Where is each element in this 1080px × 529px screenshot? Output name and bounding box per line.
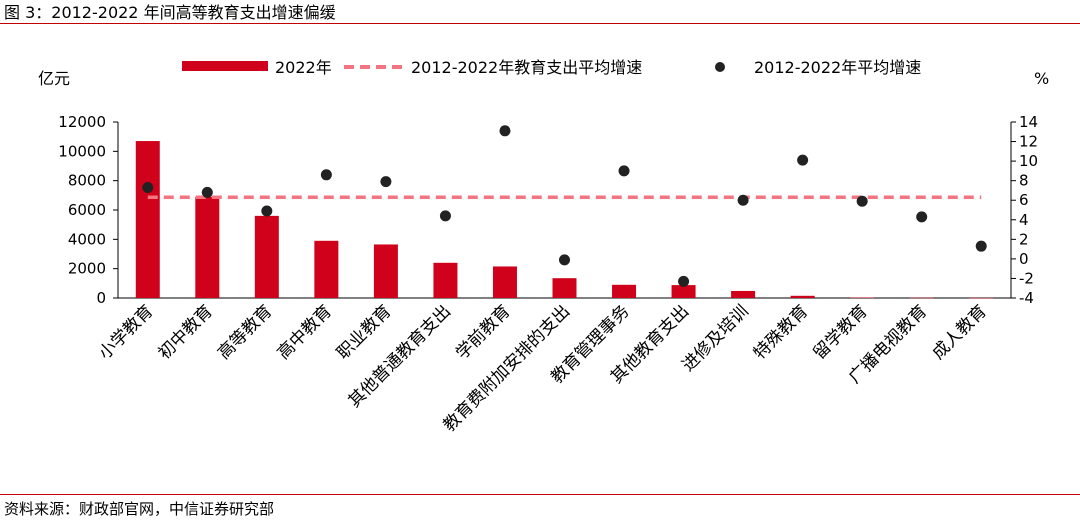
bar: [552, 278, 577, 298]
scatter-point: [737, 194, 749, 206]
category-label: 初中教育: [155, 301, 217, 363]
legend: 2022年 2012-2022年教育支出平均增速 2012-2022年平均增速: [182, 58, 921, 77]
legend-bar-swatch: [182, 61, 268, 71]
bar: [612, 284, 637, 298]
bar: [433, 262, 458, 298]
category-label: 小学教育: [95, 301, 157, 363]
scatter-point: [320, 169, 332, 181]
left-tick-label: 2000: [68, 260, 106, 278]
top-divider: [0, 23, 1080, 24]
legend-bar-label: 2022年: [275, 58, 332, 77]
scatter-point: [142, 182, 154, 194]
category-labels: 小学教育初中教育高等教育高中教育职业教育其他普通教育支出学前教育教育费附加安排的…: [95, 301, 991, 435]
bottom-divider: [0, 494, 1080, 495]
legend-dot-swatch: [715, 62, 725, 72]
right-tick-label: 8: [1019, 172, 1029, 190]
right-tick-label: 0: [1019, 250, 1029, 268]
scatter-series: [142, 125, 987, 287]
legend-line-label: 2012-2022年教育支出平均增速: [411, 58, 642, 77]
scatter-point: [797, 154, 809, 166]
scatter-point: [261, 205, 273, 217]
chart: 2022年 2012-2022年教育支出平均增速 2012-2022年平均增速 …: [38, 58, 1049, 436]
right-tick-label: 2: [1019, 230, 1029, 248]
scatter-point: [380, 176, 392, 188]
y-axis-unit-label: 亿元: [38, 69, 70, 88]
bar-series: [135, 141, 994, 299]
bar: [254, 215, 279, 298]
bar: [135, 141, 160, 298]
scatter-point: [201, 186, 213, 198]
category-label: 学前教育: [452, 301, 514, 363]
scatter-point: [975, 240, 987, 252]
category-label: 特殊教育: [750, 301, 812, 363]
right-tick-label: 12: [1019, 133, 1038, 151]
category-label: 高等教育: [214, 301, 276, 363]
category-label: 其他普通教育支出: [345, 301, 455, 411]
bar: [850, 297, 875, 299]
bar: [969, 297, 994, 299]
bar: [790, 295, 815, 298]
bar: [492, 266, 517, 298]
left-axis-ticks: 0 2000 4000 6000 8000 10000 12000: [58, 113, 118, 307]
right-tick-label: 4: [1019, 211, 1029, 229]
category-label: 成人教育: [929, 301, 991, 363]
right-tick-label: 6: [1019, 191, 1029, 209]
legend-dot-label: 2012-2022年平均增速: [754, 58, 921, 77]
scatter-point: [916, 211, 928, 223]
y2-axis-unit-label: %: [1034, 69, 1049, 88]
scatter-point: [678, 275, 690, 287]
bar: [373, 244, 398, 298]
source-note: 资料来源：财政部官网，中信证券研究部: [4, 500, 275, 518]
right-tick-label: -2: [1019, 269, 1034, 287]
left-tick-label: 0: [96, 289, 106, 307]
scatter-point: [439, 210, 451, 222]
left-tick-label: 8000: [68, 172, 106, 190]
scatter-point: [856, 195, 868, 207]
scatter-point: [499, 125, 511, 137]
scatter-point: [618, 165, 630, 177]
category-label: 职业教育: [333, 301, 395, 363]
bar: [671, 285, 696, 298]
left-tick-label: 6000: [68, 201, 106, 219]
scatter-point: [559, 254, 570, 266]
category-label: 留学教育: [809, 301, 871, 363]
category-label: 高中教育: [274, 301, 336, 363]
right-tick-label: 10: [1019, 152, 1038, 170]
bar: [731, 290, 756, 298]
right-tick-label: -4: [1019, 289, 1034, 307]
left-tick-label: 12000: [58, 113, 106, 131]
bar: [909, 297, 934, 299]
bar: [195, 196, 220, 298]
right-tick-label: 14: [1019, 113, 1038, 131]
page-title: 图 3：2012-2022 年间高等教育支出增速偏缓: [4, 3, 336, 22]
left-tick-label: 4000: [68, 230, 106, 248]
bar: [314, 240, 339, 298]
left-tick-label: 10000: [58, 142, 106, 160]
